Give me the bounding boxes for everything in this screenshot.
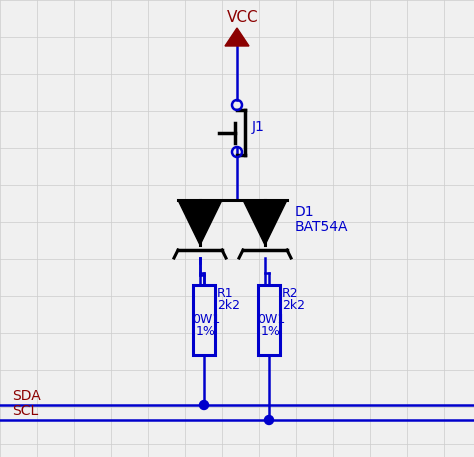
- Text: BAT54A: BAT54A: [295, 220, 348, 234]
- Text: SCL: SCL: [12, 404, 38, 418]
- Circle shape: [200, 400, 209, 409]
- Text: 1%: 1%: [261, 325, 281, 338]
- Text: 1%: 1%: [196, 325, 216, 338]
- Text: 2k2: 2k2: [217, 299, 240, 312]
- Text: D1: D1: [295, 205, 315, 219]
- Text: R2: R2: [282, 287, 299, 300]
- Circle shape: [264, 415, 273, 425]
- Polygon shape: [178, 200, 222, 245]
- Text: SDA: SDA: [12, 389, 41, 403]
- Text: 0W1: 0W1: [192, 313, 220, 326]
- Text: 0W1: 0W1: [257, 313, 285, 326]
- Text: J1: J1: [252, 121, 265, 134]
- Polygon shape: [225, 28, 249, 46]
- Text: VCC: VCC: [227, 10, 259, 25]
- Polygon shape: [243, 200, 287, 245]
- Text: R1: R1: [217, 287, 234, 300]
- Text: 2k2: 2k2: [282, 299, 305, 312]
